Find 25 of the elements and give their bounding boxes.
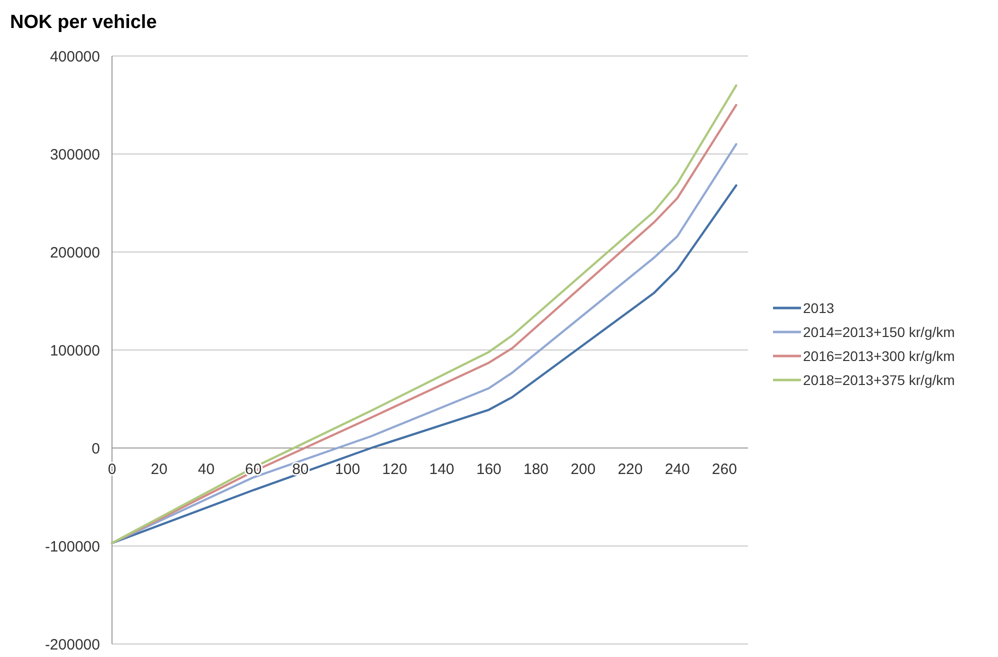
chart-title: NOK per vehicle	[10, 12, 157, 33]
y-tick-label: 200000	[50, 244, 100, 262]
legend-label: 2013	[803, 300, 834, 316]
x-tick-label: 200	[570, 461, 596, 478]
x-tick-label: 100	[335, 461, 360, 478]
x-tick-label: 60	[244, 461, 262, 478]
y-tick-label: 100000	[50, 342, 100, 360]
x-tick-label: 260	[712, 461, 737, 478]
x-tick-label: 220	[618, 461, 643, 478]
x-tick-label: 140	[429, 461, 454, 478]
x-tick-label: 40	[198, 461, 215, 478]
legend-label: 2018=2013+375 kr/g/km	[803, 372, 955, 388]
legend-label: 2014=2013+150 kr/g/km	[803, 324, 955, 340]
y-tick-label: 400000	[50, 48, 100, 66]
x-tick-label: 20	[150, 461, 168, 478]
y-tick-label: 300000	[50, 146, 100, 164]
y-tick-label: -100000	[44, 538, 100, 556]
x-tick-label: 120	[382, 461, 408, 478]
x-tick-label: 0	[108, 461, 116, 478]
legend-label: 2016=2013+300 kr/g/km	[803, 348, 955, 364]
y-tick-label: 0	[92, 440, 100, 458]
y-tick-label: -200000	[44, 636, 100, 654]
x-tick-label: 160	[476, 461, 502, 478]
x-tick-label: 180	[523, 461, 549, 478]
x-tick-label: 240	[664, 461, 690, 478]
